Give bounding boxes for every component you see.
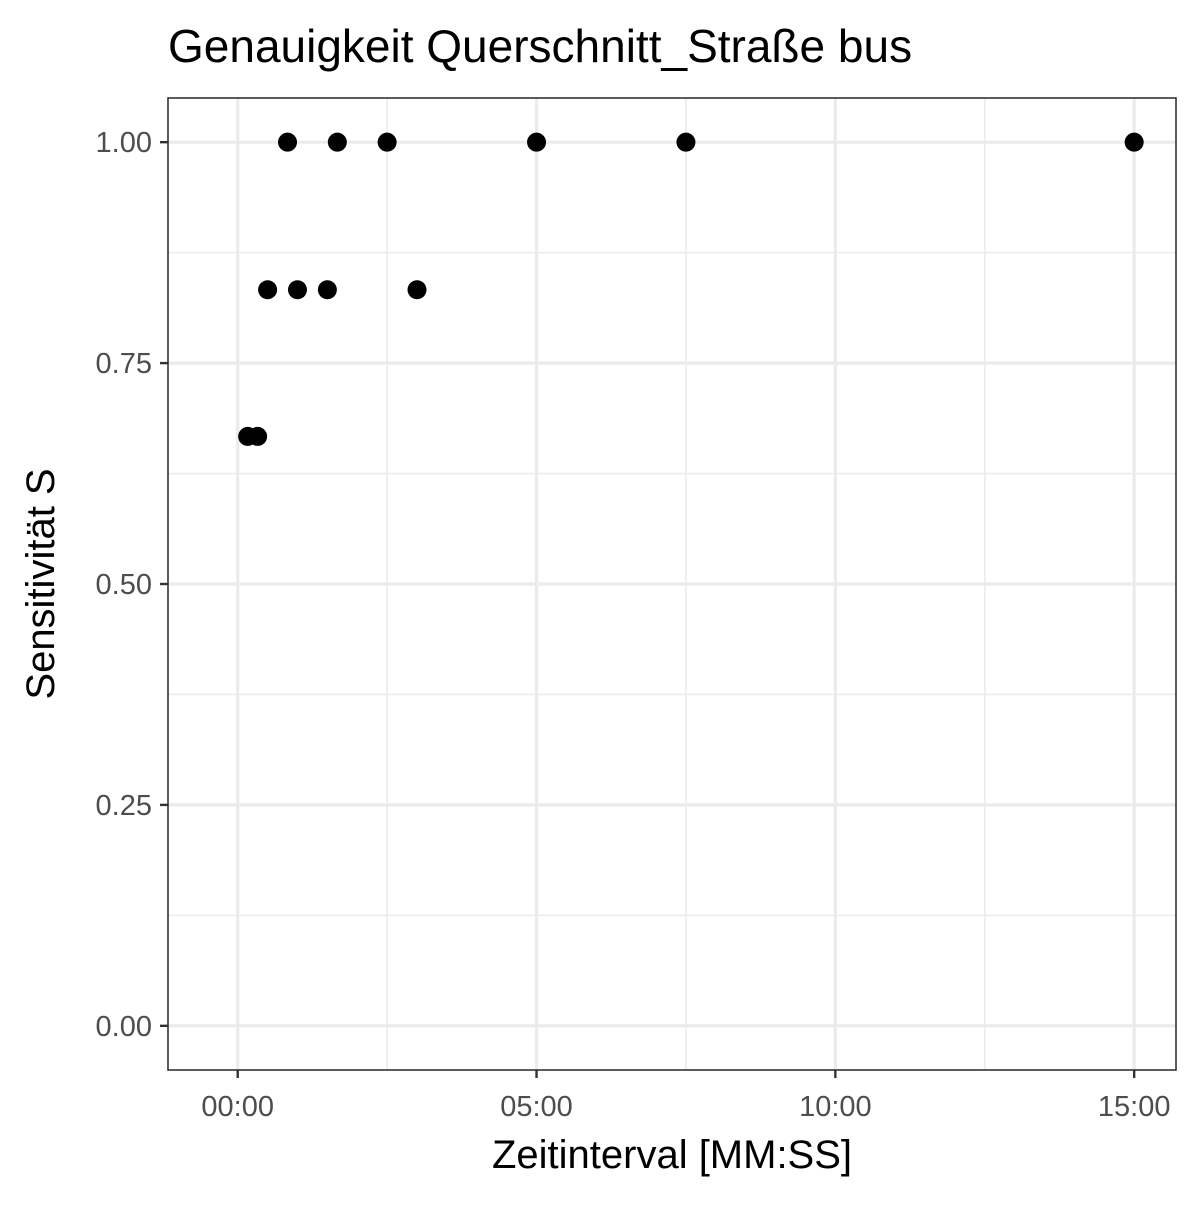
data-point (327, 132, 347, 152)
y-tick-label: 1.00 (96, 127, 152, 159)
x-tick-label: 00:00 (201, 1091, 274, 1123)
data-point (317, 280, 337, 300)
y-tick-label: 0.50 (96, 569, 152, 601)
data-point (676, 132, 696, 152)
y-axis: 0.00 0.25 0.50 0.75 1.00 (96, 127, 168, 1043)
y-tick-label: 0.00 (96, 1011, 152, 1043)
x-axis: 00:00 05:00 10:00 15:00 (201, 1070, 1170, 1123)
data-point (407, 280, 427, 300)
chart-title: Genauigkeit Querschnitt_Straße bus (168, 20, 912, 72)
data-point (278, 132, 298, 152)
x-tick-label: 05:00 (500, 1091, 573, 1123)
data-points (238, 132, 1144, 446)
x-tick-label: 10:00 (799, 1091, 872, 1123)
data-point (248, 426, 268, 446)
x-axis-title: Zeitinterval [MM:SS] (492, 1133, 852, 1177)
y-axis-title: Sensitivität S (19, 468, 63, 699)
data-point (527, 132, 547, 152)
y-tick-label: 0.25 (96, 790, 152, 822)
data-point (258, 280, 278, 300)
x-tick-label: 15:00 (1098, 1091, 1171, 1123)
data-point (377, 132, 397, 152)
data-point (1124, 132, 1144, 152)
grid (168, 98, 1176, 1070)
data-point (287, 280, 307, 300)
y-tick-label: 0.75 (96, 348, 152, 380)
